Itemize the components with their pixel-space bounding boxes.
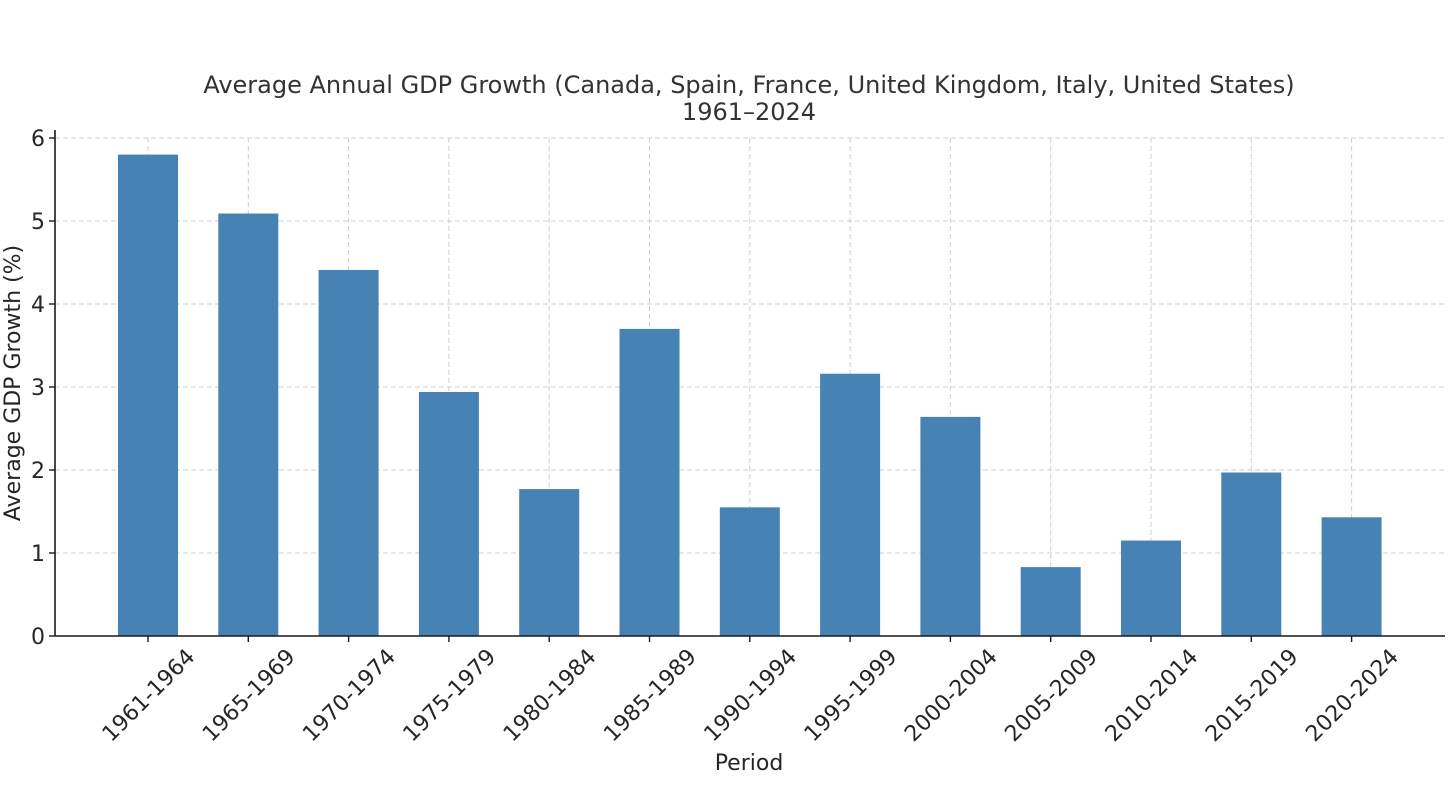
bar-2010-2014 xyxy=(1121,540,1181,636)
y-tick-label: 2 xyxy=(31,459,45,484)
x-axis-title: Period xyxy=(715,751,784,776)
y-tick-label: 4 xyxy=(31,293,45,318)
bar-2000-2004 xyxy=(920,416,981,636)
y-tick-label: 3 xyxy=(31,376,45,401)
x-tick-label: 1975-1979 xyxy=(399,645,501,747)
x-tick-label: 1995-1999 xyxy=(800,645,902,747)
x-tick-label: 2000-2004 xyxy=(900,645,1002,747)
bar-2015-2019 xyxy=(1221,472,1282,636)
x-tick-label: 2020-2024 xyxy=(1301,645,1403,747)
bar-1975-1979 xyxy=(418,391,479,636)
x-tick-label: 2010-2014 xyxy=(1101,645,1203,747)
bars xyxy=(118,154,1382,636)
y-tick-label: 1 xyxy=(31,542,45,567)
bar-1990-1994 xyxy=(719,507,780,636)
bar-1965-1969 xyxy=(218,213,279,636)
y-axis-title: Average GDP Growth (%) xyxy=(1,245,26,521)
y-tick-label: 5 xyxy=(31,210,45,235)
bar-2020-2024 xyxy=(1321,517,1382,636)
x-tick-label: 2005-2009 xyxy=(1000,645,1102,747)
x-tick-label: 1980-1984 xyxy=(499,645,601,747)
y-tick-label: 6 xyxy=(31,127,45,152)
axes xyxy=(49,130,1445,642)
chart-title: Average Annual GDP Growth (Canada, Spain… xyxy=(203,71,1294,99)
bar-1980-1984 xyxy=(519,489,580,636)
bar-1970-1974 xyxy=(318,269,379,636)
y-tick-label: 0 xyxy=(31,625,45,650)
x-tick-label: 1990-1994 xyxy=(700,645,802,747)
x-tick-label: 1965-1969 xyxy=(198,645,300,747)
bar-1985-1989 xyxy=(619,328,680,636)
x-tick-label: 1961-1964 xyxy=(98,645,200,747)
bar-1961-1964 xyxy=(118,154,178,636)
bar-2005-2009 xyxy=(1020,567,1081,636)
bar-1995-1999 xyxy=(820,373,881,636)
x-tick-label: 2015-2019 xyxy=(1201,645,1303,747)
chart-subtitle: 1961–2024 xyxy=(682,98,816,126)
x-tick-label: 1970-1974 xyxy=(298,645,400,747)
x-tick-label: 1985-1989 xyxy=(599,645,701,747)
